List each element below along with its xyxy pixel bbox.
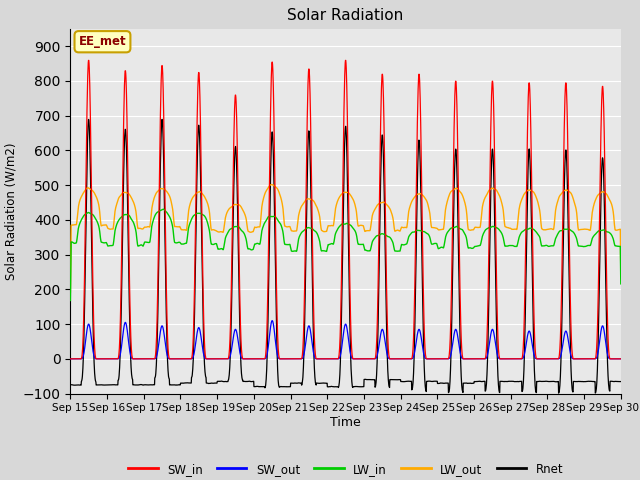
X-axis label: Time: Time bbox=[330, 416, 361, 429]
Legend: SW_in, SW_out, LW_in, LW_out, Rnet: SW_in, SW_out, LW_in, LW_out, Rnet bbox=[124, 458, 568, 480]
Y-axis label: Solar Radiation (W/m2): Solar Radiation (W/m2) bbox=[4, 143, 17, 280]
Text: EE_met: EE_met bbox=[79, 35, 126, 48]
Title: Solar Radiation: Solar Radiation bbox=[287, 9, 404, 24]
